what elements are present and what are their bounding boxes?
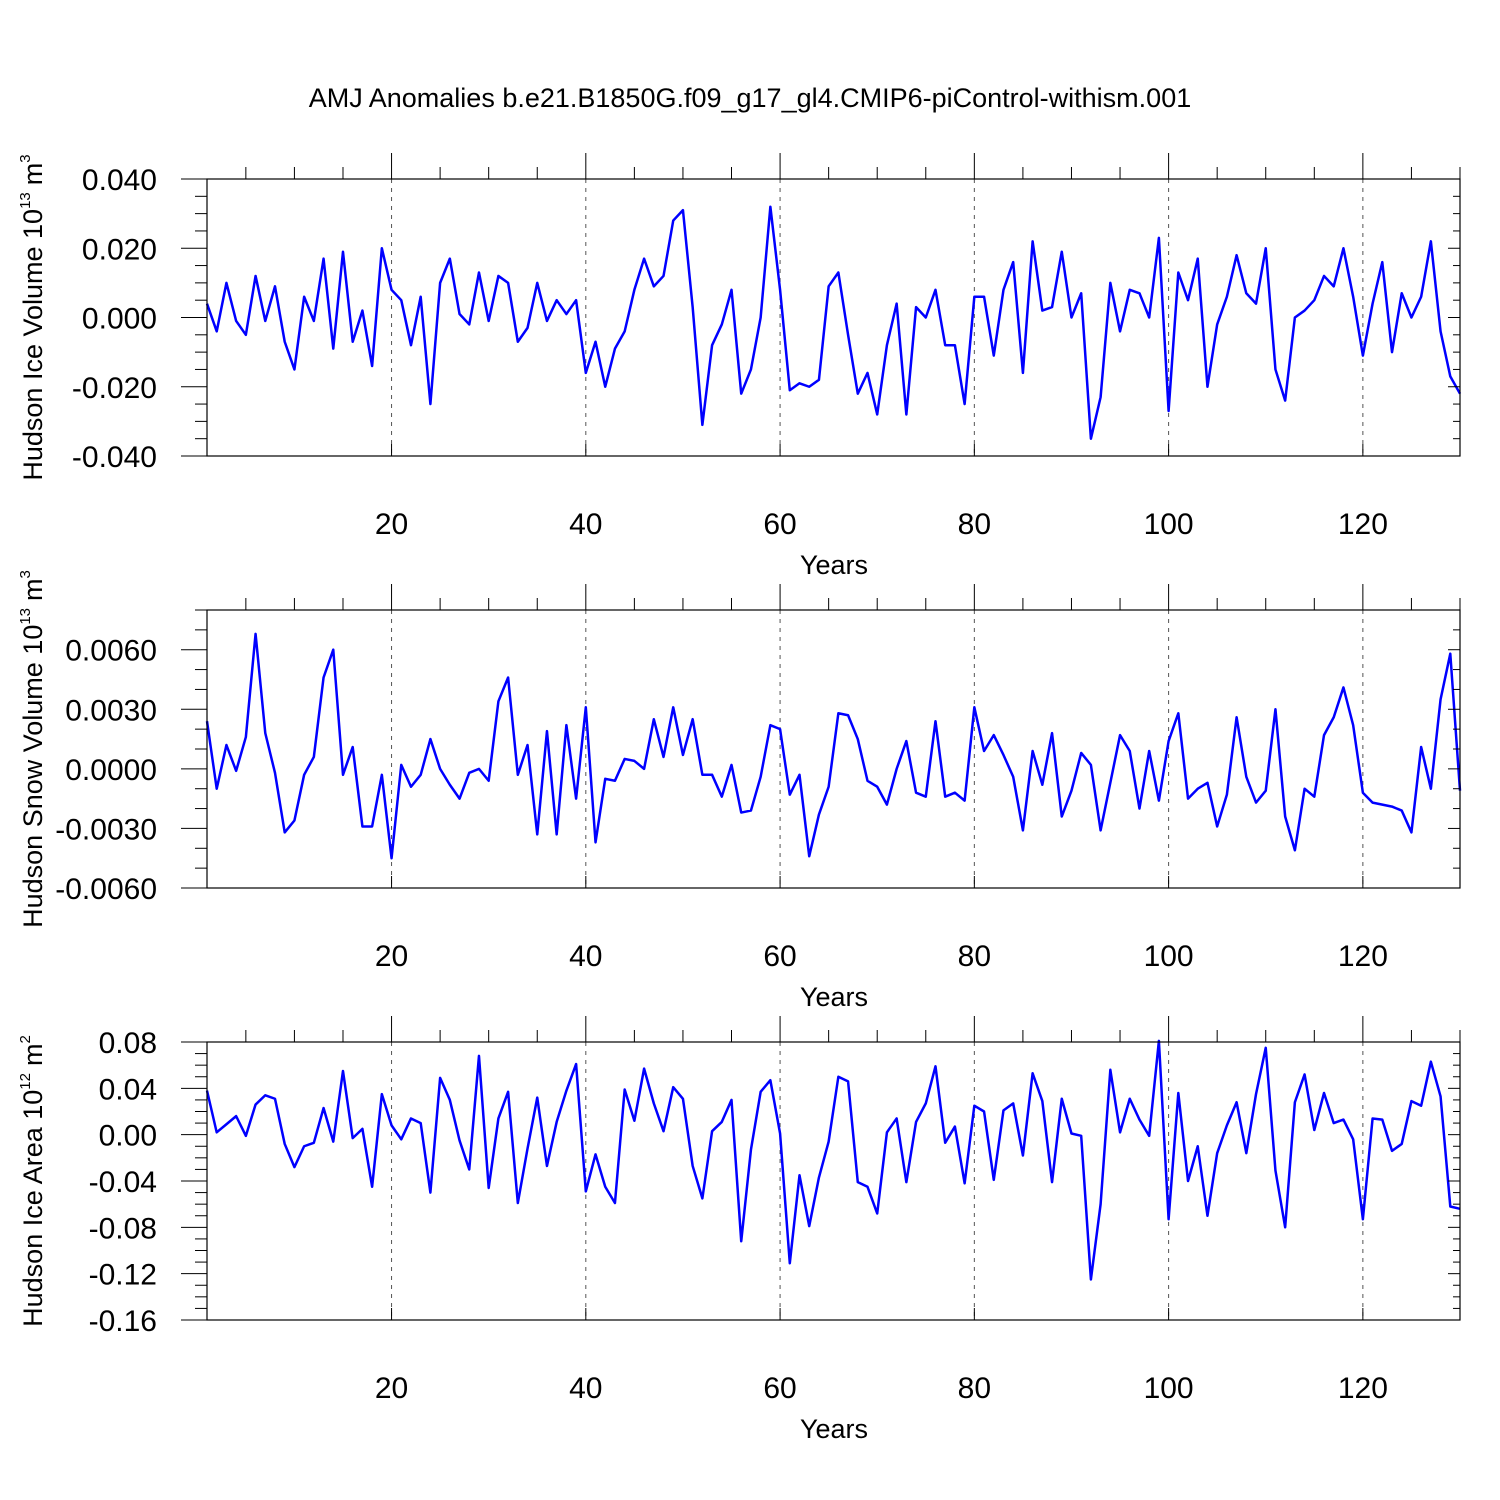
y-tick-label: 0.0060 — [65, 635, 157, 668]
y-label-unit: m — [18, 578, 48, 601]
x-tick-label: 20 — [375, 940, 408, 973]
x-tick-label: 80 — [958, 508, 991, 541]
x-axis-label: Years — [800, 1414, 868, 1444]
y-label-text: Hudson Ice Area 10 — [18, 1090, 48, 1327]
x-tick-label: 120 — [1338, 508, 1388, 541]
x-tick-label: 60 — [763, 940, 796, 973]
y-label-unit: m — [18, 1043, 48, 1066]
x-tick-label: 40 — [569, 508, 602, 541]
x-tick-label: 40 — [569, 940, 602, 973]
x-tick-label: 120 — [1338, 940, 1388, 973]
y-tick-label: 0.000 — [82, 303, 157, 336]
y-label-text: Hudson Snow Volume 10 — [18, 625, 48, 928]
y-label-exponent: 13 — [17, 608, 34, 625]
x-axis-label: Years — [800, 550, 868, 580]
plot-frame — [206, 1041, 1461, 1321]
y-label-text: Hudson Ice Volume 10 — [18, 209, 48, 481]
x-tick-label: 100 — [1144, 508, 1194, 541]
x-tick-label: 80 — [958, 940, 991, 973]
chart-panel-2: 20 40 60 80 100 120 -0.0060 -0.0030 0.0000 0.0030… — [17, 570, 1462, 1012]
y-label-exponent: 13 — [17, 192, 34, 209]
y-tick-label: -0.12 — [89, 1259, 157, 1292]
y-axis-label: Hudson Ice Area 1012 m2 — [17, 1035, 48, 1327]
y-tick-label: 0.04 — [99, 1073, 157, 1106]
y-tick-label: -0.04 — [89, 1166, 157, 1199]
y-label-unit-exponent: 3 — [17, 570, 34, 578]
y-tick-label: 0.0000 — [65, 754, 157, 787]
x-tick-label: 60 — [763, 1372, 796, 1405]
y-tick-label: 0.020 — [82, 233, 157, 266]
y-tick-label: -0.040 — [72, 441, 157, 474]
y-label-exponent: 12 — [17, 1073, 34, 1090]
x-tick-label: 100 — [1144, 940, 1194, 973]
series-line-hudson-snow-volume — [205, 632, 1462, 860]
y-tick-label: 0.08 — [99, 1027, 157, 1060]
chart-panel-3: 20 40 60 80 100 120 -0.16 -0.12 -0.08 -0.04 0.00 0.… — [17, 1016, 1461, 1444]
figure-title: AMJ Anomalies b.e21.B1850G.f09_g17_gl4.C… — [309, 83, 1191, 113]
x-tick-label: 60 — [763, 508, 796, 541]
panels-group: 20 40 60 80 100 120 -0.040 -0.020 0.000 0.020 0.04… — [17, 153, 1462, 1444]
y-label-unit: m — [18, 163, 48, 186]
chart-panel-1: 20 40 60 80 100 120 -0.040 -0.020 0.000 0.020 0.04… — [17, 153, 1462, 580]
y-axis-label: Hudson Snow Volume 1013 m3 — [17, 570, 48, 928]
y-tick-label: -0.0030 — [55, 813, 157, 846]
y-axis-label: Hudson Ice Volume 1013 m3 — [17, 154, 48, 480]
y-tick-label: -0.020 — [72, 372, 157, 405]
x-axis-label: Years — [800, 982, 868, 1012]
y-label-unit-exponent: 3 — [17, 154, 34, 162]
x-tick-label: 80 — [958, 1372, 991, 1405]
x-tick-label: 120 — [1338, 1372, 1388, 1405]
y-tick-label: 0.0030 — [65, 694, 157, 727]
x-tick-label: 100 — [1144, 1372, 1194, 1405]
series-line-hudson-ice-area — [205, 1039, 1461, 1281]
y-tick-label: -0.16 — [89, 1305, 157, 1338]
x-tick-label: 20 — [375, 1372, 408, 1405]
y-tick-label: 0.00 — [99, 1120, 157, 1153]
y-label-unit-exponent: 2 — [17, 1035, 34, 1043]
y-tick-label: 0.040 — [82, 164, 157, 197]
x-tick-label: 40 — [569, 1372, 602, 1405]
series-line-hudson-ice-volume — [205, 205, 1462, 440]
y-tick-label: -0.0060 — [55, 873, 157, 906]
y-tick-label: -0.08 — [89, 1212, 157, 1245]
x-tick-label: 20 — [375, 508, 408, 541]
